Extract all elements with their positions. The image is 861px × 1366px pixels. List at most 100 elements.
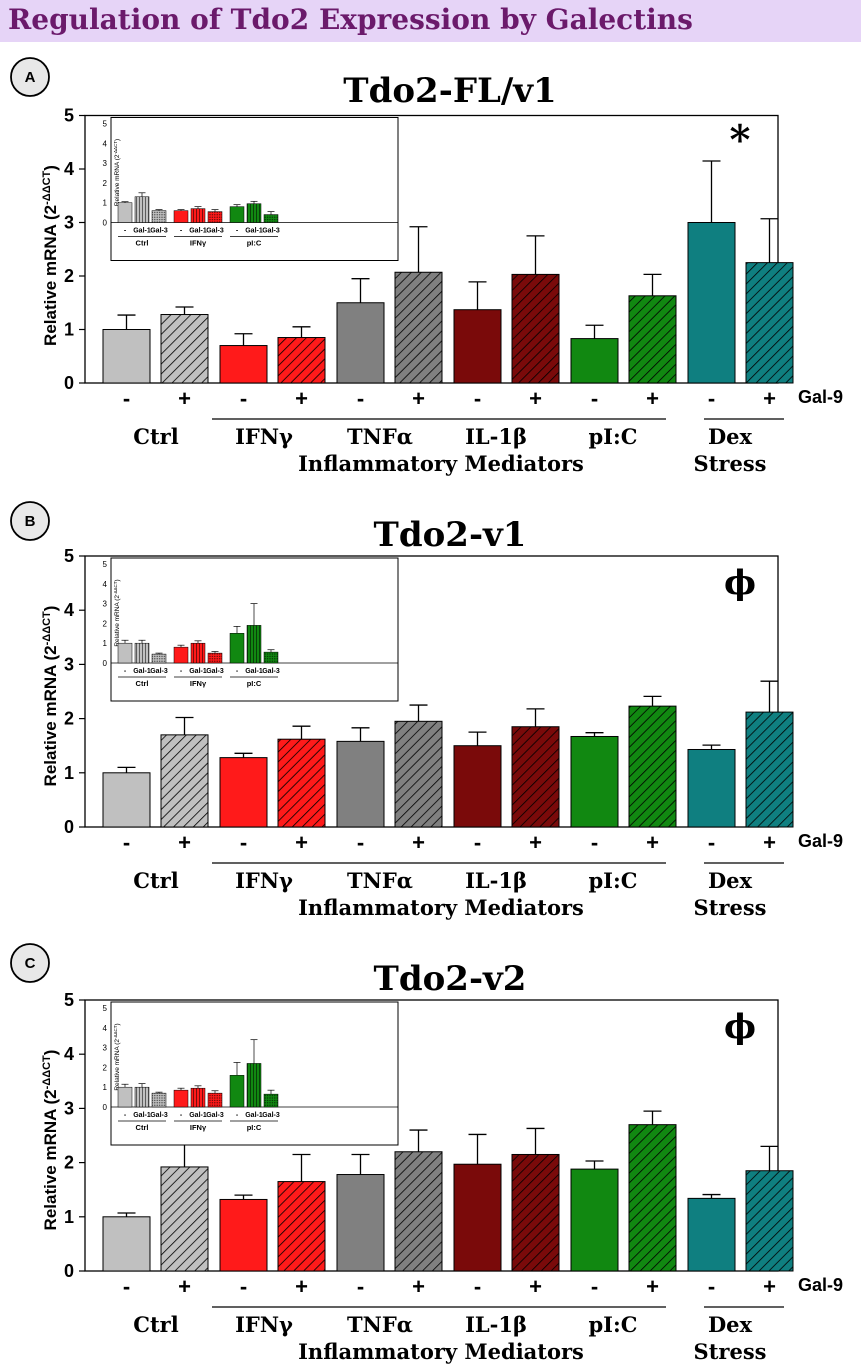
inset-bar-label: - [180, 1112, 183, 1119]
inset-bar-dots [208, 1093, 222, 1107]
inset-y-axis-label-sup: -ΔΔCT [113, 141, 118, 155]
inset-bar [117, 1086, 133, 1108]
bar [687, 222, 736, 384]
page-title: Regulation of Tdo2 Expression by Galecti… [8, 3, 693, 36]
inset-y-tick-label: 3 [103, 159, 108, 168]
inset-y-tick-label: 0 [103, 1103, 108, 1112]
inset-y-tick-label: 2 [103, 1063, 108, 1072]
bar-hatch [746, 712, 793, 827]
inset-bar [117, 202, 133, 223]
treatment-sign: - [357, 1274, 364, 1299]
inset-bar-dots [152, 654, 166, 663]
treatment-sign: + [529, 1274, 542, 1299]
bar [453, 1163, 502, 1272]
inset-bar-dots [264, 652, 278, 663]
y-tick-label: 5 [64, 990, 74, 1010]
inset-bar-stripes [247, 625, 261, 663]
panel-badge [10, 57, 50, 97]
bar [219, 1198, 268, 1272]
y-tick-label: 1 [64, 320, 74, 340]
bar [453, 745, 502, 828]
inset-bar-label: - [124, 228, 127, 235]
bar [687, 748, 736, 828]
chart-title: Tdo2-v1 [374, 515, 527, 555]
inset-bar [229, 1075, 245, 1108]
inset-y-tick-label: 3 [103, 600, 108, 609]
treatment-sign: - [474, 1274, 481, 1299]
inset-y-tick-label: 3 [103, 1044, 108, 1053]
y-tick-label: 1 [64, 1207, 74, 1227]
bar-hatch [629, 706, 676, 827]
inset-group-label: IFNγ [190, 679, 207, 688]
inset-y-tick-label: 1 [103, 199, 108, 208]
treatment-sign: - [357, 386, 364, 411]
treatment-sign: + [763, 386, 776, 411]
bar-hatch [512, 274, 559, 383]
y-tick-label: 2 [64, 709, 74, 729]
group-label: Ctrl [133, 868, 178, 893]
treatment-sign: - [708, 386, 715, 411]
treatment-label: Gal-9 [798, 1275, 843, 1295]
panel-badge [10, 501, 50, 541]
treatment-sign: + [529, 830, 542, 855]
chart-title: Tdo2-v2 [374, 959, 527, 999]
inset-bar-dots [152, 210, 166, 223]
bar [102, 329, 151, 384]
inset-bar-dots [152, 1093, 166, 1107]
group-caption-stress: Stress [694, 895, 767, 920]
significance-marker: ϕ [724, 563, 756, 603]
bar [336, 740, 385, 828]
group-label: IFNγ [235, 1312, 293, 1337]
y-axis-label-sup: -ΔΔCT [41, 611, 53, 645]
inset-bar-label: - [180, 668, 183, 675]
treatment-sign: + [178, 830, 191, 855]
inset-bar-stripes [191, 208, 205, 223]
inset-y-tick-label: 4 [103, 1024, 108, 1033]
treatment-sign: + [412, 830, 425, 855]
treatment-sign: - [240, 1274, 247, 1299]
treatment-sign: + [646, 830, 659, 855]
group-caption-inflammatory: Inflammatory Mediators [298, 451, 584, 476]
bar-hatch [395, 1151, 442, 1271]
inset-bar-label: Gal-1 [189, 668, 207, 675]
inset-bar-label: - [236, 1112, 239, 1119]
bar-hatch [161, 314, 208, 383]
inset-y-tick-label: 2 [103, 179, 108, 188]
inset-bar-label: - [180, 228, 183, 235]
y-tick-label: 4 [64, 1044, 74, 1064]
group-caption-inflammatory: Inflammatory Mediators [298, 1339, 584, 1364]
group-label: Dex [708, 868, 753, 893]
treatment-sign: + [646, 1274, 659, 1299]
inset-y-axis-label-main: Relative mRNA (2 [114, 1039, 121, 1091]
inset-y-tick-label: 5 [103, 560, 108, 569]
y-tick-label: 0 [64, 817, 74, 837]
inset-bar-label: - [124, 1112, 127, 1119]
y-tick-label: 2 [64, 266, 74, 286]
bar [102, 772, 151, 828]
inset-bar-label: Gal-1 [189, 228, 207, 235]
panel-badge [10, 943, 50, 983]
panel-badge-label: B [25, 513, 36, 530]
group-label: pI:C [589, 868, 638, 893]
inset-bar-dots [264, 1094, 278, 1107]
treatment-sign: + [763, 830, 776, 855]
y-axis-label-main: Relative mRNA (2 [41, 205, 60, 346]
inset-group-label: Ctrl [136, 679, 149, 688]
bar-hatch [746, 1170, 793, 1271]
inset-bar-label: Gal-3 [150, 1112, 168, 1119]
bar-hatch [278, 337, 325, 383]
bar-hatch [395, 272, 442, 383]
inset-bar-stripes [247, 1063, 261, 1107]
y-tick-label: 0 [64, 373, 74, 393]
bar-hatch [278, 1181, 325, 1271]
inset-bar-stripes [135, 643, 149, 663]
y-axis-label-main: Relative mRNA (2 [41, 1089, 60, 1230]
bar-hatch [161, 1166, 208, 1271]
treatment-sign: + [295, 386, 308, 411]
group-label: TNFα [347, 868, 413, 893]
bar [219, 345, 268, 384]
